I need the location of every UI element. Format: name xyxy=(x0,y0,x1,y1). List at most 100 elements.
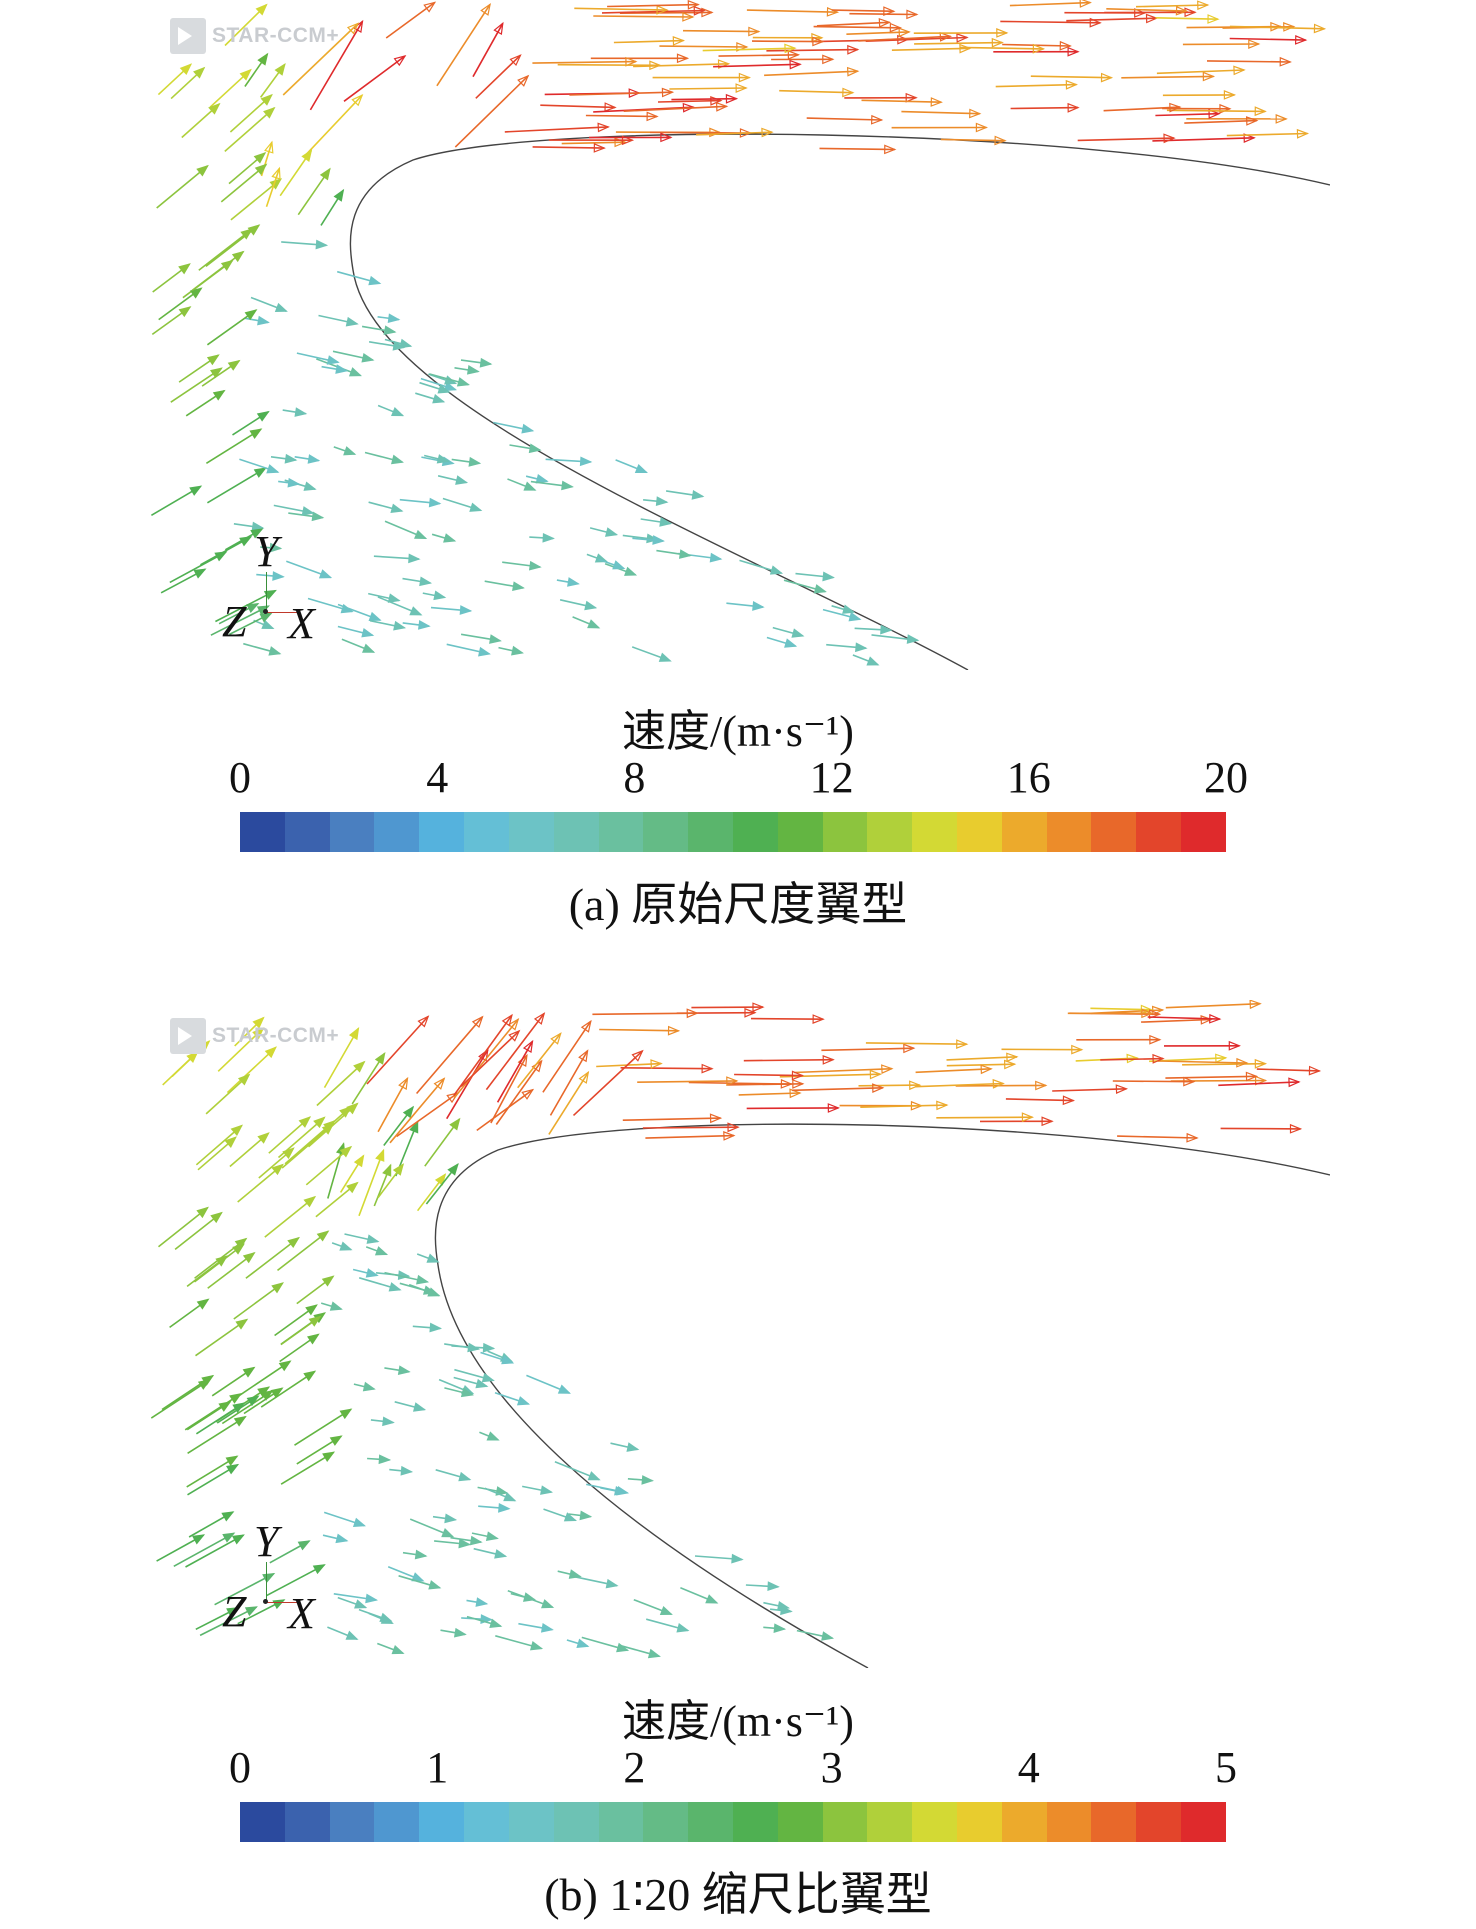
vector-arrowhead xyxy=(773,1623,787,1634)
vector-arrowhead xyxy=(1228,1040,1241,1051)
vector-arrowhead xyxy=(1149,1034,1162,1045)
vector-arrowhead xyxy=(354,1599,368,1609)
vector-arrowhead xyxy=(870,114,884,125)
vector-arrowhead xyxy=(1249,1000,1262,1010)
velocity-vector xyxy=(343,55,406,102)
velocity-vector xyxy=(596,1062,662,1068)
vector-arrowhead xyxy=(271,166,281,180)
axis-label-y: Y xyxy=(254,1517,279,1566)
vector-arrowhead xyxy=(437,384,451,394)
vector-arrowhead xyxy=(1207,14,1220,24)
vector-arrowhead xyxy=(312,1564,326,1575)
velocity-vector xyxy=(891,47,971,51)
vector-arrowhead xyxy=(366,1234,380,1244)
vector-arrowhead xyxy=(249,428,263,439)
vector-arrowhead xyxy=(898,27,911,38)
velocity-vector xyxy=(206,467,266,504)
vector-arrowhead xyxy=(604,527,619,537)
velocity-vector xyxy=(1066,17,1157,22)
vector-arrowhead xyxy=(294,407,308,417)
vector-arrowhead xyxy=(287,477,301,488)
vector-arrowhead xyxy=(242,1366,256,1378)
velocity-vector xyxy=(453,1018,519,1099)
velocity-vector xyxy=(696,131,773,136)
vector-arrowhead xyxy=(501,1354,515,1365)
velocity-vector xyxy=(532,60,636,64)
vector-arrowhead xyxy=(361,627,375,638)
vector-arrowhead xyxy=(1006,1052,1019,1063)
vector-arrowhead xyxy=(1145,13,1159,24)
colorbar-tick: 0 xyxy=(229,1743,251,1792)
vector-arrowhead xyxy=(227,359,241,371)
velocity-vector xyxy=(264,1196,316,1238)
colorbar-swatch xyxy=(867,812,913,852)
vector-arrowhead xyxy=(399,338,413,349)
vector-arrowhead xyxy=(847,44,860,55)
vector-arrowhead xyxy=(374,1051,386,1065)
velocity-vector xyxy=(751,40,823,43)
velocity-vector xyxy=(260,1370,316,1408)
velocity-vector xyxy=(574,7,668,11)
vector-arrowhead xyxy=(994,135,1007,146)
vector-arrowhead xyxy=(1062,1095,1076,1106)
vector-arrowhead xyxy=(485,1531,499,1541)
vector-arrowhead xyxy=(178,263,191,275)
vector-arrowhead xyxy=(705,1594,719,1604)
vector-arrowhead xyxy=(318,569,333,579)
colorbar-swatch xyxy=(1181,1802,1226,1842)
vector-arrowhead xyxy=(812,1014,825,1024)
colorbar-tick: 8 xyxy=(623,753,646,802)
vector-arrowhead xyxy=(869,1069,883,1080)
vector-arrowhead xyxy=(443,533,457,543)
vector-arrowhead xyxy=(339,1145,353,1158)
vector-arrowhead xyxy=(1067,46,1080,57)
vector-arrowhead xyxy=(906,9,919,20)
vector-arrowhead xyxy=(541,1599,555,1609)
colorbar-swatch xyxy=(1091,1802,1137,1842)
vector-arrowhead xyxy=(884,144,897,155)
vector-arrowhead xyxy=(365,1593,379,1604)
velocity-vector xyxy=(294,1408,352,1446)
star-ccm-logo: STAR-CCM+ xyxy=(170,18,339,54)
vector-arrowhead xyxy=(237,1073,251,1086)
velocity-vector xyxy=(169,551,227,584)
vector-arrowhead xyxy=(631,1049,644,1062)
velocity-vector xyxy=(415,1016,484,1095)
panel-original-scale: STAR-CCM+ Y Z X 速度/(m·s⁻¹) 0 4 8 12 16 2… xyxy=(0,0,1476,960)
vector-arrowhead xyxy=(305,1304,318,1316)
vector-arrowhead xyxy=(481,1372,495,1383)
vector-arrowhead xyxy=(1313,23,1327,34)
vector-arrowhead xyxy=(587,619,601,629)
vector-arrowhead xyxy=(397,1365,411,1375)
vector-arrowhead xyxy=(244,309,258,321)
velocity-vector xyxy=(599,1028,679,1032)
vector-arrowhead xyxy=(1071,1044,1084,1055)
vector-arrowhead xyxy=(1065,79,1079,90)
vector-arrowhead xyxy=(727,1122,740,1133)
velocity-vector xyxy=(1030,75,1112,79)
vector-arrowhead xyxy=(550,1032,562,1045)
vector-arrowhead xyxy=(906,634,920,644)
vector-arrowhead xyxy=(193,66,206,79)
colorbar-tick: 4 xyxy=(426,753,449,802)
velocity-vector xyxy=(495,1060,543,1125)
vector-arrowhead xyxy=(578,1070,590,1084)
star-ccm-logo-icon xyxy=(170,18,206,54)
airfoil-outline xyxy=(434,1123,1330,1668)
vector-arrowhead xyxy=(769,565,784,575)
vector-arrowhead xyxy=(691,490,705,500)
vector-arrowhead xyxy=(672,36,686,46)
vector-arrowhead xyxy=(687,0,700,10)
vector-arrowhead xyxy=(414,1549,428,1560)
vector-arrowhead xyxy=(459,605,473,615)
colorbar-tick: 2 xyxy=(623,1743,646,1792)
vector-arrowhead xyxy=(257,315,270,326)
vector-arrowhead xyxy=(393,620,407,631)
vector-arrowhead xyxy=(365,1268,379,1278)
vector-arrowhead xyxy=(557,1384,571,1394)
vector-arrowhead xyxy=(201,1374,215,1386)
vector-arrowhead xyxy=(1035,1080,1048,1091)
velocity-vector xyxy=(915,1082,1004,1088)
vector-arrowhead xyxy=(321,1123,335,1135)
colorbar-title: 速度/(m·s⁻¹) xyxy=(622,1697,854,1746)
